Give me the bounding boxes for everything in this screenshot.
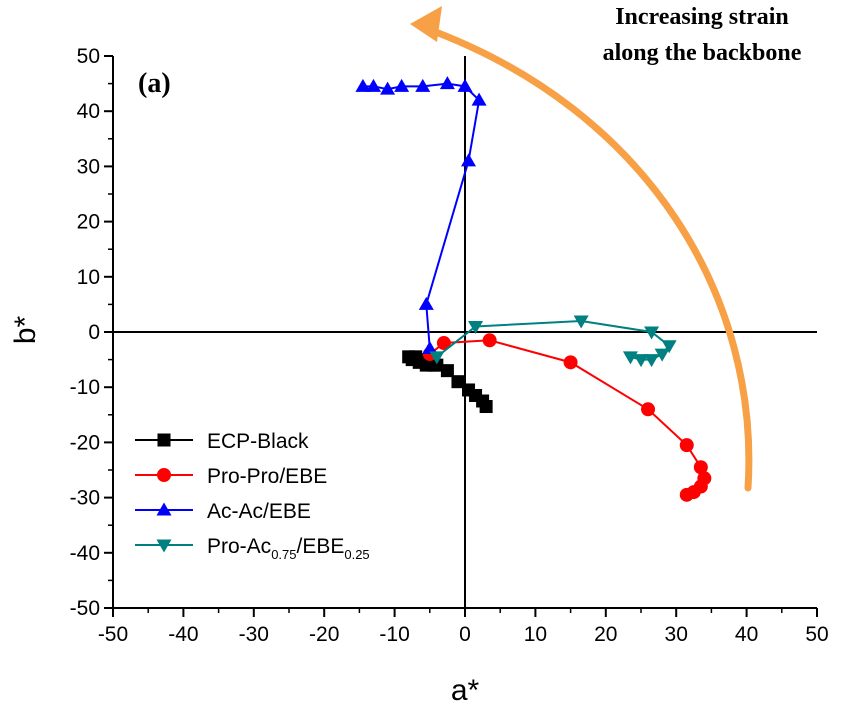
y-tick-label: -30 — [70, 487, 100, 510]
data-point — [457, 78, 473, 92]
data-point — [661, 340, 677, 354]
data-point — [654, 348, 670, 362]
legend-text-part: /EBE — [297, 535, 345, 558]
series-layer — [355, 76, 712, 502]
data-point — [430, 358, 444, 372]
legend-marker — [157, 433, 171, 447]
legend-text-part: Pro-Pro/EBE — [207, 465, 327, 488]
series-4 — [429, 315, 677, 368]
legend-subscript: 0.75 — [271, 547, 296, 562]
data-point — [482, 333, 497, 348]
legend: ECP-Black Pro-Pro/EBE Ac-Ac/EBE Pro-Ac0.75/… — [135, 430, 370, 562]
legend-entry: Pro-Ac0.75/EBE0.25 — [135, 535, 370, 562]
series-3 — [355, 76, 487, 355]
data-point — [622, 351, 638, 365]
x-tick-label: 50 — [805, 623, 828, 646]
strain-arrow-head — [410, 6, 442, 42]
x-tick-label: 20 — [594, 623, 617, 646]
x-tick-label: -30 — [239, 623, 269, 646]
legend-label: Pro-Pro/EBE — [207, 465, 327, 488]
legend-label: ECP-Black — [207, 430, 309, 453]
data-point — [365, 78, 381, 92]
legend-text-part: ECP-Black — [207, 430, 309, 453]
data-point — [415, 78, 431, 92]
data-point — [439, 76, 455, 90]
data-point — [563, 355, 578, 370]
legend-marker — [156, 539, 172, 553]
strain-annotation: Increasing strain along the backbone — [410, 4, 802, 492]
legend-entry: Ac-Ac/EBE — [135, 500, 311, 523]
legend-entry: Pro-Pro/EBE — [135, 465, 327, 488]
x-tick-label: 10 — [524, 623, 547, 646]
data-point — [679, 438, 694, 453]
legend-marker — [157, 468, 171, 482]
data-point — [436, 336, 451, 351]
data-point — [693, 460, 708, 475]
legend-subscript: 0.25 — [344, 547, 369, 562]
data-point — [461, 153, 477, 167]
data-point — [679, 487, 694, 502]
data-point — [380, 81, 396, 95]
data-point — [394, 78, 410, 92]
legend-text-part: Pro-Ac — [207, 535, 271, 558]
legend-label: Pro-Ac0.75/EBE0.25 — [207, 535, 370, 562]
x-tick-label: 30 — [665, 623, 688, 646]
x-tick-label: 0 — [459, 623, 471, 646]
y-tick-label: -40 — [70, 542, 100, 565]
data-point — [573, 315, 589, 329]
data-point — [633, 354, 649, 368]
legend-label: Ac-Ac/EBE — [207, 500, 311, 523]
y-tick-label: -20 — [70, 431, 100, 454]
data-point — [418, 296, 434, 310]
y-tick-label: 30 — [77, 155, 100, 178]
y-tick-label: 10 — [77, 266, 100, 289]
annotation-line-1: Increasing strain — [615, 4, 789, 30]
y-tick-label: -50 — [70, 597, 100, 620]
data-point — [641, 402, 656, 417]
data-point — [479, 400, 493, 414]
y-tick-label: 20 — [77, 211, 100, 234]
ticks: -50 -40 -30 -20 -10 0 10 20 30 40 50 50 40 30 20 10 0 -10… — [70, 45, 829, 646]
y-tick-label: -10 — [70, 376, 100, 399]
data-point — [644, 326, 660, 340]
data-point — [422, 341, 438, 355]
series-1 — [402, 350, 493, 414]
data-point — [440, 364, 454, 378]
x-tick-label: -20 — [309, 623, 339, 646]
strain-arrow — [421, 24, 753, 492]
x-tick-label: 40 — [735, 623, 758, 646]
axes — [112, 56, 817, 609]
y-tick-label: 50 — [77, 45, 100, 68]
data-point — [429, 351, 445, 365]
x-tick-label: -10 — [379, 623, 409, 646]
legend-entry: ECP-Black — [135, 430, 309, 453]
data-point — [471, 92, 487, 106]
panel-label: (a) — [138, 68, 171, 99]
y-tick-label: 0 — [88, 321, 100, 344]
series-2 — [422, 333, 712, 502]
data-point — [355, 78, 371, 92]
legend-text-part: Ac-Ac/EBE — [207, 500, 311, 523]
data-point — [644, 354, 660, 368]
y-axis-title: b* — [9, 315, 42, 344]
annotation-line-2: along the backbone — [603, 40, 802, 66]
x-tick-label: -40 — [168, 623, 198, 646]
x-axis-title: a* — [451, 674, 480, 707]
x-tick-label: -50 — [98, 623, 128, 646]
legend-marker — [156, 502, 172, 516]
y-tick-label: 40 — [77, 100, 100, 123]
data-point — [451, 375, 465, 389]
data-point — [468, 320, 484, 334]
